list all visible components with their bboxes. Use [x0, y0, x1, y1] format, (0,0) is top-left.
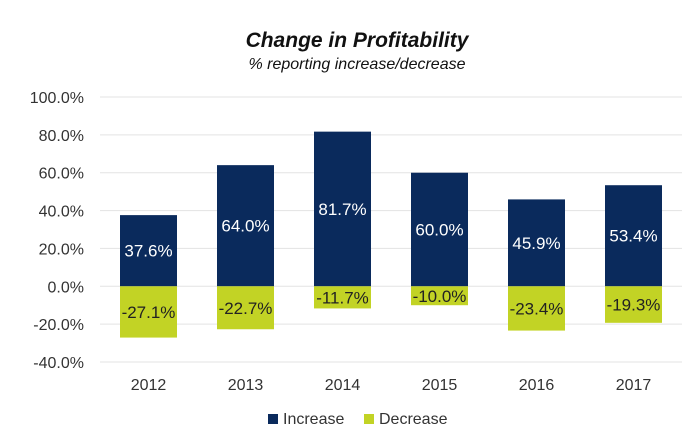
data-label: -22.7%	[219, 299, 273, 318]
data-label: 37.6%	[124, 242, 172, 261]
legend-swatch-increase	[268, 414, 278, 424]
x-tick-label: 2013	[228, 377, 264, 394]
legend-label-decrease: Decrease	[379, 411, 448, 428]
y-tick-label: 60.0%	[39, 166, 84, 183]
gridlines	[100, 96, 682, 363]
y-axis-ticks: -40.0% -20.0% 0.0% 20.0% 40.0% 60.0% 80.0% 100.…	[30, 90, 84, 372]
x-tick-label: 2014	[325, 377, 361, 394]
x-tick-label: 2016	[519, 377, 555, 394]
y-tick-label: 40.0%	[39, 204, 84, 221]
data-label: 45.9%	[512, 234, 560, 253]
x-tick-label: 2017	[616, 377, 652, 394]
x-tick-label: 2012	[131, 377, 167, 394]
data-label: -27.1%	[122, 303, 176, 322]
data-label: 81.7%	[318, 200, 366, 219]
data-label: -19.3%	[607, 296, 661, 315]
bar-decrease	[508, 286, 565, 331]
bar-increase	[605, 185, 662, 287]
y-tick-label: -40.0%	[33, 355, 84, 372]
data-label: 53.4%	[609, 227, 657, 246]
bar-increase	[120, 215, 177, 287]
data-label: -10.0%	[413, 287, 467, 306]
data-label: -11.7%	[316, 288, 369, 307]
data-labels: 37.6% -27.1% 64.0% -22.7% 81.7% -11.7% 60.0% -1…	[122, 200, 661, 322]
bar-increase	[217, 165, 274, 287]
y-tick-label: 80.0%	[39, 128, 84, 145]
chart-title: Change in Profitability	[246, 29, 470, 52]
legend-swatch-decrease	[364, 414, 374, 424]
bar-decrease	[120, 286, 177, 338]
y-tick-label: 100.0%	[30, 90, 84, 107]
bar-decrease	[217, 286, 274, 330]
chart-subtitle: % reporting increase/decrease	[248, 56, 465, 73]
data-label: -23.4%	[510, 299, 564, 318]
bar-decrease	[314, 286, 371, 309]
bar-decrease	[411, 286, 468, 306]
y-tick-label: 20.0%	[39, 241, 84, 258]
bar-increase	[508, 199, 565, 287]
legend: Increase Decrease	[268, 411, 448, 428]
bar-decrease	[605, 286, 662, 323]
legend-label-increase: Increase	[283, 411, 344, 428]
data-label: 64.0%	[221, 217, 269, 236]
bar-increase	[314, 131, 371, 287]
bar-increase	[411, 172, 468, 287]
x-axis-ticks: 2012 2013 2014 2015 2016 2017	[131, 377, 652, 394]
y-tick-label: 0.0%	[48, 279, 84, 296]
x-tick-label: 2015	[422, 377, 458, 394]
bars	[120, 131, 662, 338]
data-label: 60.0%	[415, 221, 463, 240]
y-tick-label: -20.0%	[33, 317, 84, 334]
